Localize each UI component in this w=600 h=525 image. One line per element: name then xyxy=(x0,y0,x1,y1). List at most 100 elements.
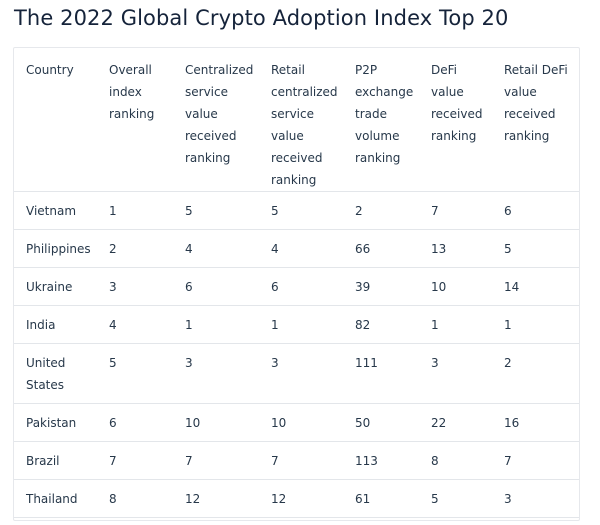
table-row: India 4 1 1 82 1 1 xyxy=(14,305,579,344)
cell-p2p: 39 xyxy=(343,267,419,306)
cell-country: Vietnam xyxy=(14,191,97,230)
cell-retail-defi: 2 xyxy=(492,343,579,404)
cell-p2p: 113 xyxy=(343,441,419,480)
header-line: Overall xyxy=(109,63,152,77)
cell-retail-defi: 16 xyxy=(492,403,579,442)
header-line: value xyxy=(185,107,218,121)
header-line: Retail DeFi xyxy=(504,63,568,77)
adoption-index-table-card: Country Overall index ranking Centralize… xyxy=(13,47,580,521)
cell-centralized: 12 xyxy=(173,479,259,518)
country-line: India xyxy=(26,318,56,332)
cell-retail-centralized: 12 xyxy=(259,479,343,518)
table-row: Thailand 8 12 12 61 5 3 xyxy=(14,479,579,518)
header-line: received xyxy=(431,107,483,121)
cell-country: Thailand xyxy=(14,479,97,518)
cell-overall: 1 xyxy=(97,191,173,230)
cell-country: Philippines xyxy=(14,229,97,268)
cell-overall: 4 xyxy=(97,305,173,344)
header-line: Retail xyxy=(271,63,305,77)
cell-centralized: 1 xyxy=(173,305,259,344)
header-line: received xyxy=(271,151,323,165)
header-line: trade xyxy=(355,107,387,121)
country-line: Pakistan xyxy=(26,416,77,430)
cell-retail-centralized: 10 xyxy=(259,403,343,442)
header-line: P2P xyxy=(355,63,378,77)
cell-retail-defi: 7 xyxy=(492,441,579,480)
header-line: received xyxy=(185,129,237,143)
table-row: Philippines 2 4 4 66 13 5 xyxy=(14,229,579,268)
header-line: value xyxy=(504,85,537,99)
table-row: Ukraine 3 6 6 39 10 14 xyxy=(14,267,579,306)
cell-country: Ukraine xyxy=(14,267,97,306)
cell-defi: 13 xyxy=(419,229,492,268)
country-line: Philippines xyxy=(26,242,91,256)
cell-overall: 5 xyxy=(97,343,173,404)
cell-defi: 22 xyxy=(419,403,492,442)
cell-overall: 7 xyxy=(97,441,173,480)
header-line: DeFi xyxy=(431,63,457,77)
cell-overall: 2 xyxy=(97,229,173,268)
table-header-row: Country Overall index ranking Centralize… xyxy=(14,48,579,192)
header-line: ranking xyxy=(271,173,317,187)
cell-overall: 3 xyxy=(97,267,173,306)
cell-overall: 6 xyxy=(97,403,173,442)
header-line: exchange xyxy=(355,85,414,99)
header-line: ranking xyxy=(504,129,550,143)
cell-p2p: 66 xyxy=(343,229,419,268)
header-line: volume xyxy=(355,129,400,143)
cell-centralized: 6 xyxy=(173,267,259,306)
cell-retail-defi: 14 xyxy=(492,267,579,306)
header-overall-index-ranking: Overall index ranking xyxy=(97,48,173,192)
header-line: centralized xyxy=(271,85,338,99)
cell-retail-defi: 5 xyxy=(492,229,579,268)
header-defi-value-ranking: DeFi value received ranking xyxy=(419,48,492,192)
cell-country: Brazil xyxy=(14,441,97,480)
table-row: United States 5 3 3 111 3 2 xyxy=(14,343,579,404)
cell-country: India xyxy=(14,305,97,344)
header-retail-centralized-ranking: Retail centralized service value receive… xyxy=(259,48,343,192)
country-line: Brazil xyxy=(26,454,60,468)
cell-centralized: 4 xyxy=(173,229,259,268)
header-retail-defi-ranking: Retail DeFi value received ranking xyxy=(492,48,579,192)
cell-retail-defi: 6 xyxy=(492,191,579,230)
cell-retail-centralized: 5 xyxy=(259,191,343,230)
cell-retail-centralized: 3 xyxy=(259,343,343,404)
cell-retail-centralized: 7 xyxy=(259,441,343,480)
cell-defi: 8 xyxy=(419,441,492,480)
country-line: States xyxy=(26,378,65,392)
cell-defi: 10 xyxy=(419,267,492,306)
header-line: ranking xyxy=(355,151,401,165)
header-country: Country xyxy=(14,48,97,192)
table-row: Vietnam 1 5 5 2 7 6 xyxy=(14,191,579,230)
cell-retail-centralized: 1 xyxy=(259,305,343,344)
cell-country: United States xyxy=(14,343,97,404)
cell-centralized: 7 xyxy=(173,441,259,480)
cell-retail-defi: 1 xyxy=(492,305,579,344)
header-line: value xyxy=(431,85,464,99)
header-line: service xyxy=(271,107,314,121)
cell-overall: 8 xyxy=(97,479,173,518)
header-line: ranking xyxy=(109,107,155,121)
country-line: Vietnam xyxy=(26,204,77,218)
cell-centralized: 5 xyxy=(173,191,259,230)
header-line: Centralized xyxy=(185,63,254,77)
header-line: index xyxy=(109,85,142,99)
cell-centralized: 10 xyxy=(173,403,259,442)
cell-p2p: 61 xyxy=(343,479,419,518)
country-line: Ukraine xyxy=(26,280,73,294)
cell-retail-defi: 3 xyxy=(492,479,579,518)
cell-centralized: 3 xyxy=(173,343,259,404)
cell-country: Pakistan xyxy=(14,403,97,442)
cell-defi: 3 xyxy=(419,343,492,404)
cell-defi: 5 xyxy=(419,479,492,518)
adoption-index-table: Country Overall index ranking Centralize… xyxy=(14,48,579,518)
table-row: Brazil 7 7 7 113 8 7 xyxy=(14,441,579,480)
page-title: The 2022 Global Crypto Adoption Index To… xyxy=(14,6,509,30)
header-line: value xyxy=(271,129,304,143)
header-line: Country xyxy=(26,63,74,77)
table-row: Pakistan 6 10 10 50 22 16 xyxy=(14,403,579,442)
cell-retail-centralized: 4 xyxy=(259,229,343,268)
header-line: service xyxy=(185,85,228,99)
header-p2p-exchange-ranking: P2P exchange trade volume ranking xyxy=(343,48,419,192)
cell-p2p: 111 xyxy=(343,343,419,404)
